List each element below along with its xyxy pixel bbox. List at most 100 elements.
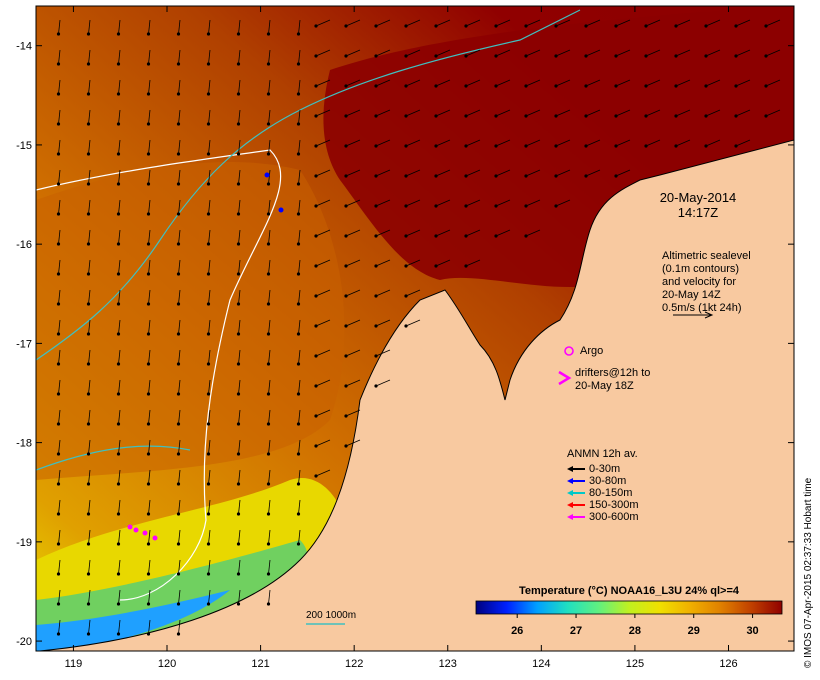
velocity-arrow xyxy=(374,79,391,88)
velocity-arrow xyxy=(554,169,571,178)
velocity-arrow xyxy=(296,139,301,156)
sealevel-note: Altimetric sealevel (0.1m contours) and … xyxy=(662,250,751,315)
velocity-arrow xyxy=(56,529,61,546)
velocity-arrow xyxy=(314,289,331,298)
velocity-arrow xyxy=(236,319,241,336)
velocity-arrow xyxy=(206,229,211,246)
velocity-arrow xyxy=(86,469,91,486)
velocity-arrow xyxy=(296,499,301,516)
legend-item-150-300m: 150-300m xyxy=(567,499,639,511)
velocity-arrow xyxy=(314,79,331,88)
velocity-arrow xyxy=(674,49,691,58)
velocity-arrow xyxy=(176,229,181,246)
velocity-arrow xyxy=(56,139,61,156)
velocity-arrow xyxy=(266,199,271,216)
velocity-arrow xyxy=(644,19,661,28)
velocity-arrow xyxy=(554,139,571,148)
velocity-arrow xyxy=(116,379,121,396)
velocity-arrow xyxy=(86,409,91,426)
sealevel-line-3: and velocity for xyxy=(662,276,736,288)
velocity-arrow xyxy=(344,439,361,448)
velocity-arrow xyxy=(344,289,361,298)
velocity-arrow xyxy=(374,49,391,58)
velocity-arrow xyxy=(146,19,151,36)
velocity-arrow xyxy=(434,139,451,148)
velocity-arrow xyxy=(734,109,751,118)
velocity-arrow xyxy=(86,259,91,276)
velocity-arrow xyxy=(266,409,271,426)
velocity-arrow xyxy=(494,199,511,208)
isobath-key-label: 200 1000m xyxy=(306,610,357,621)
velocity-arrow xyxy=(494,229,511,238)
velocity-arrow xyxy=(464,199,481,208)
velocity-arrow xyxy=(176,559,181,576)
velocity-arrow xyxy=(56,319,61,336)
drifters-line-2: 20-May 18Z xyxy=(575,380,634,392)
velocity-arrow xyxy=(206,289,211,306)
x-tick-label: 121 xyxy=(251,658,269,670)
velocity-arrow xyxy=(266,379,271,396)
velocity-arrow xyxy=(236,589,241,606)
velocity-arrow xyxy=(146,199,151,216)
velocity-arrow xyxy=(236,529,241,546)
velocity-arrow xyxy=(494,79,511,88)
y-tick-label: -14 xyxy=(16,41,32,53)
velocity-arrow xyxy=(236,259,241,276)
velocity-arrow xyxy=(86,529,91,546)
velocity-arrow xyxy=(86,49,91,66)
velocity-arrow xyxy=(404,19,421,28)
velocity-arrow xyxy=(374,199,391,208)
velocity-arrow xyxy=(344,49,361,58)
velocity-arrow xyxy=(116,619,121,636)
credit-text: © IMOS 07-Apr-2015 02:37:33 Hobart time xyxy=(803,477,814,668)
legend-item-80-150m: 80-150m xyxy=(567,487,639,499)
velocity-arrow xyxy=(56,169,61,186)
anmn-legend: ANMN 12h av. 0-30m 30-80m 80-150m 150-30… xyxy=(567,448,639,523)
velocity-arrow xyxy=(524,169,541,178)
land xyxy=(39,139,794,651)
velocity-arrow xyxy=(344,169,361,178)
velocity-arrow xyxy=(146,289,151,306)
y-tick-label: -20 xyxy=(16,636,32,648)
velocity-arrow xyxy=(176,319,181,336)
velocity-arrow xyxy=(206,19,211,36)
velocity-arrow xyxy=(206,79,211,96)
velocity-arrow xyxy=(146,469,151,486)
velocity-arrow xyxy=(86,439,91,456)
velocity-arrow xyxy=(464,19,481,28)
velocity-arrow xyxy=(314,199,331,208)
velocity-arrow xyxy=(56,109,61,126)
velocity-arrow xyxy=(644,109,661,118)
velocity-arrow xyxy=(86,169,91,186)
argo-label: Argo xyxy=(580,345,604,357)
velocity-arrow xyxy=(236,79,241,96)
velocity-arrow xyxy=(524,139,541,148)
velocity-arrow xyxy=(296,169,301,186)
velocity-arrow xyxy=(86,229,91,246)
velocity-arrow xyxy=(554,109,571,118)
velocity-arrow xyxy=(176,529,181,546)
argo-marker xyxy=(564,346,574,356)
drifters-note: drifters@12h to 20-May 18Z xyxy=(575,367,650,393)
velocity-arrow xyxy=(146,529,151,546)
velocity-arrow xyxy=(584,139,601,148)
velocity-arrow xyxy=(296,319,301,336)
velocity-arrow xyxy=(434,19,451,28)
velocity-arrow xyxy=(314,169,331,178)
velocity-arrow xyxy=(434,229,451,238)
velocity-arrow xyxy=(236,559,241,576)
velocity-arrow xyxy=(314,439,331,448)
velocity-arrow xyxy=(524,229,541,238)
velocity-arrow xyxy=(344,229,361,238)
velocity-arrow xyxy=(614,49,631,58)
x-tick-label: 126 xyxy=(719,658,737,670)
velocity-arrow xyxy=(314,259,331,268)
velocity-arrow xyxy=(206,139,211,156)
velocity-arrow xyxy=(176,19,181,36)
velocity-arrow xyxy=(206,259,211,276)
velocity-arrow xyxy=(86,289,91,306)
velocity-arrow xyxy=(296,379,301,396)
velocity-arrow xyxy=(296,79,301,96)
velocity-arrow xyxy=(266,229,271,246)
velocity-arrow xyxy=(464,169,481,178)
